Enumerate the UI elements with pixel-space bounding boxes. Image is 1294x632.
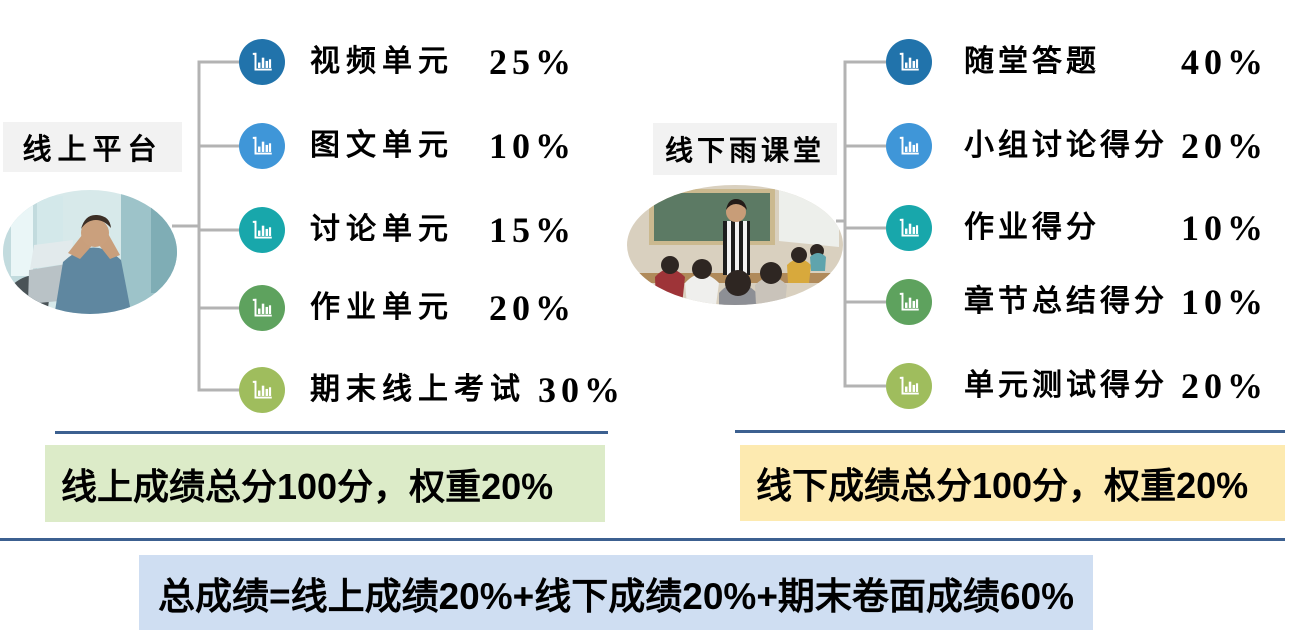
online-summary-box: 线上成绩总分100分，权重20%	[45, 445, 605, 522]
bar-chart-icon	[886, 39, 932, 85]
item-label: 随堂答题	[964, 45, 1100, 78]
item-percent: 15%	[489, 210, 576, 250]
item-percent: 10%	[1181, 282, 1268, 322]
score-item: 章节总结得分 10%	[886, 278, 1268, 326]
item-percent: 20%	[1181, 366, 1268, 406]
online-platform-photo	[3, 190, 177, 315]
offline-classroom-photo	[627, 185, 843, 305]
item-percent: 25%	[489, 42, 576, 82]
item-label: 作业单元	[310, 291, 454, 324]
offline-summary-box: 线下成绩总分100分，权重20%	[740, 445, 1285, 521]
item-label: 视频单元	[310, 45, 454, 78]
bar-chart-icon	[239, 367, 285, 413]
bar-chart-icon	[239, 123, 285, 169]
item-label: 章节总结得分	[964, 285, 1168, 318]
item-percent: 30%	[538, 370, 625, 410]
bar-chart-icon	[886, 363, 932, 409]
bar-chart-icon	[239, 207, 285, 253]
score-item: 期末线上考试 30%	[239, 366, 625, 414]
bar-chart-icon	[886, 123, 932, 169]
offline-section-divider	[735, 430, 1285, 433]
score-item: 小组讨论得分 20%	[886, 122, 1268, 170]
score-item: 随堂答题 40%	[886, 38, 1268, 86]
score-item: 单元测试得分 20%	[886, 362, 1268, 410]
item-percent: 10%	[489, 126, 576, 166]
item-label: 作业得分	[964, 211, 1100, 244]
score-item: 讨论单元 15%	[239, 206, 576, 254]
item-percent: 20%	[489, 288, 576, 328]
item-label: 小组讨论得分	[964, 129, 1168, 162]
item-label: 讨论单元	[310, 213, 454, 246]
item-label: 期末线上考试	[310, 373, 526, 406]
item-label: 单元测试得分	[964, 369, 1168, 402]
online-section-divider	[55, 431, 608, 434]
item-label: 图文单元	[310, 129, 454, 162]
bar-chart-icon	[239, 285, 285, 331]
bar-chart-icon	[239, 39, 285, 85]
total-section-divider	[0, 538, 1285, 541]
offline-rain-classroom-label: 线下雨课堂	[653, 123, 837, 175]
bar-chart-icon	[886, 205, 932, 251]
item-percent: 40%	[1181, 42, 1268, 82]
score-item: 图文单元 10%	[239, 122, 576, 170]
score-item: 作业得分 10%	[886, 204, 1268, 252]
score-item: 视频单元 25%	[239, 38, 576, 86]
online-platform-label: 线上平台	[3, 122, 182, 172]
item-percent: 10%	[1181, 208, 1268, 248]
score-item: 作业单元 20%	[239, 284, 576, 332]
item-percent: 20%	[1181, 126, 1268, 166]
bar-chart-icon	[886, 279, 932, 325]
total-score-formula-box: 总成绩=线上成绩20%+线下成绩20%+期末卷面成绩60%	[139, 555, 1093, 630]
